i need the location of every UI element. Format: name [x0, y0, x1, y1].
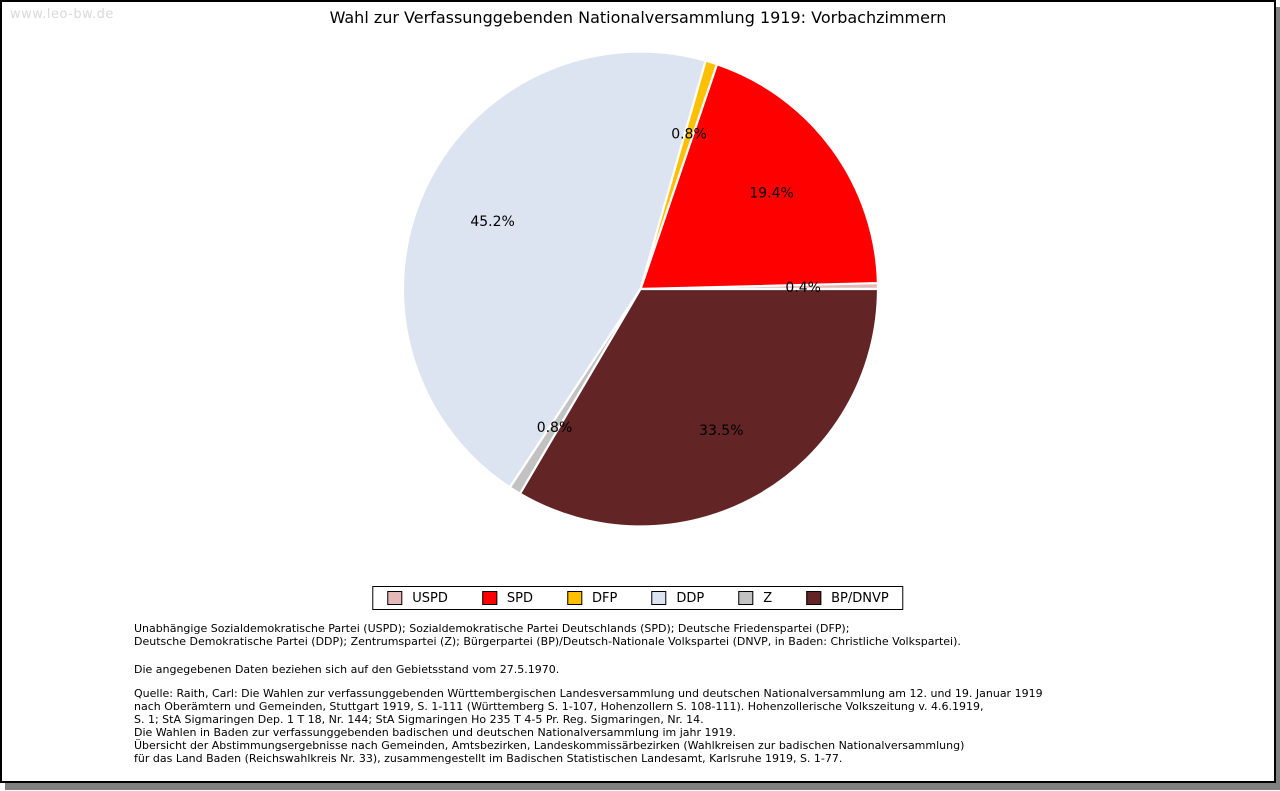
- legend-swatch-icon: [738, 591, 754, 605]
- pie-chart: 0.4% 19.4% 0.8% 45.2% 0.8% 33.5%: [401, 50, 880, 528]
- source-line: S. 1; StA Sigmaringen Dep. 1 T 18, Nr. 1…: [134, 713, 704, 726]
- pie-slice-label-Z: 0.8%: [537, 420, 573, 436]
- legend-swatch-icon: [806, 591, 822, 605]
- pie-slice-label-BP-DNVP: 33.5%: [699, 423, 743, 439]
- watermark: www.leo-bw.de: [10, 7, 114, 22]
- legend-item-SPD: SPD: [481, 590, 534, 606]
- pie-slice-label-DFP: 0.8%: [671, 127, 707, 143]
- legend-label: DFP: [592, 590, 618, 606]
- legend-label: DDP: [676, 590, 705, 606]
- source-line: Die Wahlen in Baden zur verfassunggebend…: [134, 726, 737, 739]
- source-line: Übersicht der Abstimmungsergebnisse nach…: [134, 739, 965, 752]
- legend-label: Z: [763, 590, 773, 606]
- data-note-line: Die angegebenen Daten beziehen sich auf …: [134, 663, 560, 676]
- footnote-source: Quelle: Raith, Carl: Die Wahlen zur verf…: [134, 687, 1254, 765]
- legend-item-DFP: DFP: [567, 591, 617, 606]
- pie-slice-BP-DNVP: [518, 287, 880, 528]
- legend-swatch-icon: [387, 591, 403, 605]
- legend-swatch-icon: [481, 591, 497, 605]
- pie-slice-SPD: [639, 63, 880, 291]
- legend-label: BP/DNVP: [831, 590, 889, 606]
- legend-item-BP-DNVP: BP/DNVP: [806, 591, 889, 606]
- abbreviation-line: Unabhängige Sozialdemokratische Partei (…: [134, 622, 850, 635]
- source-line: für das Land Baden (Reichswahlkreis Nr. …: [134, 752, 843, 765]
- pie-slice-label-USPD: 0.4%: [785, 280, 821, 296]
- source-line: nach Oberämtern und Gemeinden, Stuttgart…: [134, 700, 984, 713]
- legend-item-DDP: DDP: [651, 591, 704, 606]
- source-line: Quelle: Raith, Carl: Die Wahlen zur verf…: [134, 687, 1043, 700]
- legend-item-USPD: USPD: [387, 591, 448, 606]
- pie-slice-label-SPD: 19.4%: [749, 186, 793, 202]
- pie-slice-label-DDP: 45.2%: [470, 214, 514, 230]
- legend-swatch-icon: [651, 591, 667, 605]
- legend-item-Z: Z: [738, 591, 772, 606]
- legend-label: SPD: [506, 590, 534, 606]
- pie-slice-DDP: [401, 50, 707, 489]
- page-title: Wahl zur Verfassunggebenden Nationalvers…: [329, 8, 947, 27]
- footnote-data-note: Die angegebenen Daten beziehen sich auf …: [134, 663, 1254, 676]
- abbreviation-line: Deutsche Demokratische Partei (DDP); Zen…: [134, 635, 961, 648]
- footnote-abbreviations: Unabhängige Sozialdemokratische Partei (…: [134, 622, 1254, 648]
- legend: USPD SPD DFP DDP Z BP/DNVP: [372, 586, 904, 610]
- legend-label: USPD: [412, 590, 448, 606]
- legend-swatch-icon: [567, 591, 583, 605]
